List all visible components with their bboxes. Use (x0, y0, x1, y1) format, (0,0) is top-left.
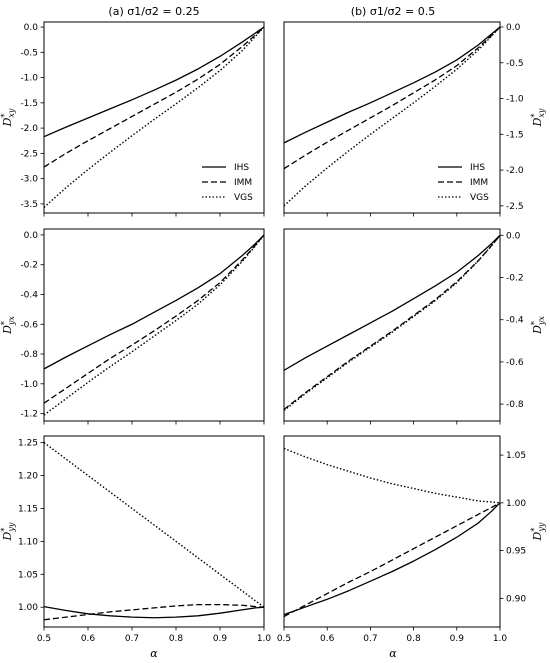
y-tick-label: -0.4 (506, 316, 524, 326)
legend-label-vgs: VGS (234, 193, 253, 203)
x-tick-label: 0.7 (125, 634, 139, 644)
y-tick-label: 0.0 (24, 23, 39, 33)
x-tick-label: 0.9 (213, 634, 228, 644)
series-line-ihs (284, 26, 500, 144)
series-line-imm (44, 234, 264, 404)
y-axis-label: D*yy (530, 522, 546, 541)
y-tick-label: -0.8 (506, 400, 524, 410)
series-line-imm (284, 502, 500, 618)
y-tick-label: -1.5 (20, 99, 38, 109)
series-line-vgs (284, 26, 500, 207)
y-tick-label: 0.0 (506, 23, 521, 33)
panel-2-0: 0.5 0.6 0.7 0.8 0.9 1.0 1.25 1.20 1.15 1.10 1.05 1.… (0, 435, 272, 644)
panel-0-0: 0.0 -0.5 -1.0 -1.5 -2.0 -2.5 -3.0 -3.5 D*xy IHS IM… (0, 21, 265, 217)
x-axis-label-b: α (389, 647, 397, 660)
y-tick-label: -1.0 (20, 380, 38, 390)
plot-frame (283, 435, 501, 628)
y-tick-label: 1.10 (18, 537, 38, 547)
x-tick-label: 0.5 (37, 634, 51, 644)
plot-frame (43, 21, 265, 214)
x-tick-label: 0.6 (81, 634, 96, 644)
y-tick-label: 0.0 (24, 231, 39, 241)
y-tick-label: -0.6 (506, 358, 524, 368)
y-tick-label: -1.0 (20, 74, 38, 84)
x-axis-label-a: α (150, 647, 158, 660)
y-tick-label: -0.4 (20, 290, 38, 300)
y-tick-label: -1.5 (506, 130, 524, 140)
series-line-vgs (44, 442, 264, 608)
series-line-vgs (284, 234, 500, 412)
series-line-vgs (44, 26, 264, 208)
plot-frame (283, 228, 501, 422)
column-title-a: (a) σ1/σ2 = 0.25 (108, 5, 199, 18)
y-tick-label: -0.8 (20, 350, 38, 360)
y-tick-label: -1.0 (506, 95, 524, 105)
y-tick-label: 1.05 (506, 451, 526, 461)
y-tick-label: -0.6 (20, 320, 38, 330)
y-tick-label: -0.5 (506, 59, 524, 69)
x-tick-label: 0.8 (169, 634, 184, 644)
y-tick-label: 0.95 (506, 547, 526, 557)
y-tick-label: 1.00 (506, 499, 526, 509)
y-tick-label: 1.15 (18, 504, 38, 514)
legend-label-vgs: VGS (470, 193, 489, 203)
series-line-imm (284, 234, 500, 410)
legend-label-ihs: IHS (234, 163, 249, 173)
x-tick-label: 1.0 (257, 634, 272, 644)
y-tick-label: -0.2 (20, 261, 38, 271)
legend-label-imm: IMM (470, 178, 488, 188)
y-tick-label: 0.90 (506, 594, 526, 604)
plot-frame (43, 228, 265, 422)
y-axis-label: D*yy (0, 522, 16, 541)
y-tick-label: -2.0 (20, 124, 38, 134)
y-axis-label: D*yx (0, 316, 16, 335)
series-line-imm (284, 26, 500, 170)
y-tick-label: -0.2 (506, 274, 524, 284)
series-line-imm (44, 603, 264, 621)
y-tick-label: 0.0 (506, 231, 521, 241)
y-axis-label: D*yx (530, 316, 546, 335)
x-tick-label: 0.6 (320, 634, 335, 644)
y-tick-label: 1.20 (18, 472, 38, 482)
x-tick-label: 0.5 (277, 634, 291, 644)
series-line-vgs (284, 447, 500, 504)
y-tick-label: -2.5 (506, 202, 524, 212)
series-line-ihs (44, 26, 264, 138)
y-tick-label: 1.05 (18, 570, 38, 580)
panel-1-1: 0.0 -0.2 -0.4 -0.6 -0.8 D*yx (283, 228, 546, 425)
y-tick-label: 1.25 (18, 439, 38, 449)
series-line-ihs (284, 502, 500, 616)
plot-frame (283, 21, 501, 214)
y-tick-label: 1.00 (18, 603, 38, 613)
y-axis-label: D*xy (530, 108, 546, 127)
y-tick-label: -0.5 (20, 48, 38, 58)
y-tick-label: -3.0 (20, 175, 38, 185)
y-axis-label: D*xy (0, 108, 16, 127)
series-line-ihs (44, 234, 264, 370)
x-tick-label: 0.9 (450, 634, 465, 644)
panel-0-1: 0.0 -0.5 -1.0 -1.5 -2.0 -2.5 D*xy IHS IMM VGS (283, 21, 546, 217)
panels-group: 0.0 -0.5 -1.0 -1.5 -2.0 -2.5 -3.0 -3.5 D*xy IHS IM… (0, 21, 546, 644)
series-line-ihs (284, 234, 500, 371)
series-line-vgs (44, 234, 264, 416)
column-title-b: (b) σ1/σ2 = 0.5 (351, 5, 435, 18)
x-tick-label: 0.7 (363, 634, 377, 644)
y-tick-label: -3.5 (20, 200, 38, 210)
series-line-imm (44, 26, 264, 168)
y-tick-label: -1.2 (20, 410, 38, 420)
legend-label-ihs: IHS (470, 163, 485, 173)
series-line-ihs (44, 605, 264, 619)
panel-2-1: 0.5 0.6 0.7 0.8 0.9 1.0 1.05 1.00 0.95 0.90 D*yy (277, 435, 546, 644)
plot-frame (43, 435, 265, 628)
y-tick-label: -2.0 (506, 166, 524, 176)
legend-label-imm: IMM (234, 178, 252, 188)
x-tick-label: 0.8 (406, 634, 421, 644)
panel-1-0: 0.0 -0.2 -0.4 -0.6 -0.8 -1.0 -1.2 D*yx (0, 228, 265, 425)
y-tick-label: -2.5 (20, 149, 38, 159)
x-tick-label: 1.0 (493, 634, 508, 644)
